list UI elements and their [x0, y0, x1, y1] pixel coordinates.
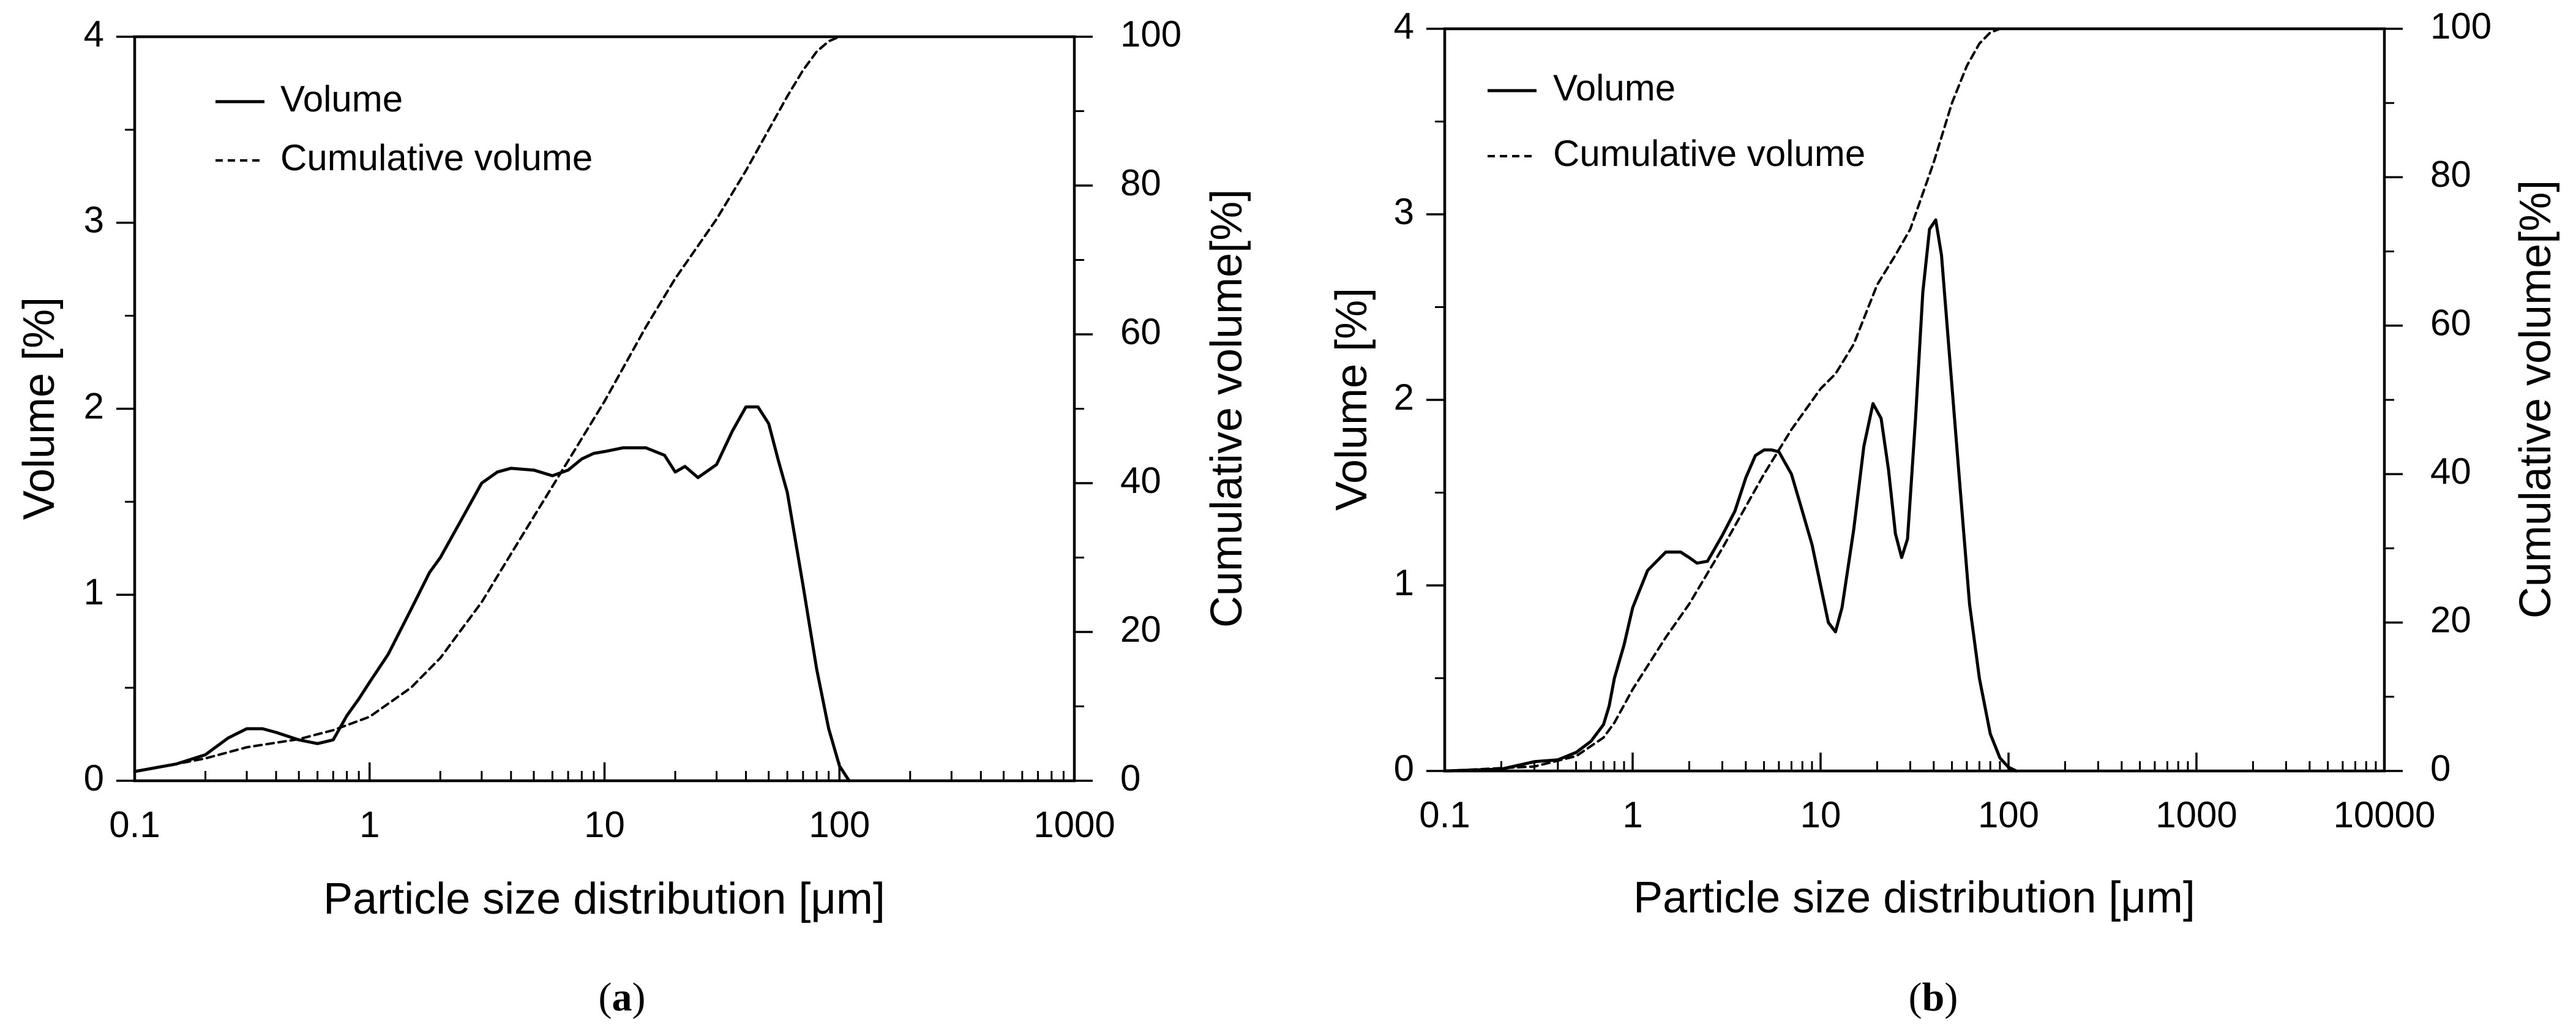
- y-tick-label: 0: [1394, 748, 1414, 789]
- x-tick-label: 0.1: [109, 804, 160, 845]
- x-axis-label: Particle size distribution [μm]: [1633, 873, 2195, 922]
- y-axis-label: Volume [%]: [1327, 288, 1376, 511]
- x-tick-label: 100: [809, 804, 870, 845]
- x-tick-label: 1: [359, 804, 380, 845]
- x-tick-label: 1000: [1033, 804, 1115, 845]
- y-tick-label: 1: [1394, 562, 1414, 603]
- legend-volume-label: Volume: [280, 78, 403, 119]
- panel-label-letter: a: [612, 975, 632, 1020]
- panel-label-letter: b: [1922, 975, 1945, 1020]
- y2-tick-label: 60: [1120, 311, 1161, 352]
- x-tick-label: 10000: [2334, 794, 2436, 835]
- y2-tick-label: 20: [2430, 599, 2471, 640]
- x-tick-label: 10: [584, 804, 625, 845]
- legend-cumulative-label: Cumulative volume: [280, 137, 593, 178]
- y2-tick-label: 0: [2430, 748, 2451, 789]
- y2-tick-label: 0: [1120, 757, 1140, 799]
- x-tick-label: 100: [1978, 794, 2039, 835]
- series-line-volume: [133, 405, 851, 783]
- panel-label: (a): [599, 975, 646, 1020]
- y-tick-label: 4: [84, 13, 104, 55]
- y2-tick-label: 40: [2430, 451, 2471, 492]
- series-line-cumulative-volume: [133, 36, 1076, 773]
- x-tick-label: 1: [1622, 794, 1642, 835]
- y-tick-label: 3: [84, 200, 104, 241]
- x-tick-label: 10: [1800, 794, 1841, 835]
- y-tick-label: 3: [1394, 191, 1414, 232]
- y2-tick-label: 80: [1120, 162, 1161, 203]
- y2-tick-label: 20: [1120, 609, 1161, 650]
- legend-volume-label: Volume: [1553, 67, 1676, 108]
- series-line-volume: [1443, 218, 2018, 773]
- y2-tick-label: 40: [1120, 460, 1161, 501]
- y-tick-label: 0: [84, 757, 104, 799]
- y-tick-label: 2: [1394, 377, 1414, 418]
- y2-tick-label: 100: [2430, 6, 2492, 47]
- y2-axis-label: Cumulative volume[%]: [1202, 189, 1251, 628]
- y-tick-label: 4: [1394, 6, 1414, 47]
- y-tick-label: 2: [84, 385, 104, 426]
- y-tick-label: 1: [84, 571, 104, 612]
- panel-label: (b): [1909, 975, 1958, 1020]
- y2-tick-label: 60: [2430, 303, 2471, 344]
- legend-cumulative-label: Cumulative volume: [1553, 133, 1865, 174]
- y-axis-label: Volume [%]: [15, 297, 64, 520]
- x-tick-label: 0.1: [1419, 794, 1470, 835]
- plot-frame: [133, 35, 1076, 783]
- legend: Volume Cumulative volume: [215, 78, 593, 178]
- x-axis-label: Particle size distribution [μm]: [323, 874, 885, 923]
- legend: Volume Cumulative volume: [1488, 67, 1865, 174]
- series-line-cumulative-volume: [1443, 28, 2386, 772]
- y2-tick-label: 80: [2430, 154, 2471, 195]
- y2-tick-label: 100: [1120, 13, 1181, 55]
- y2-axis-label: Cumulative volume[%]: [2511, 180, 2560, 618]
- x-tick-label: 1000: [2155, 794, 2237, 835]
